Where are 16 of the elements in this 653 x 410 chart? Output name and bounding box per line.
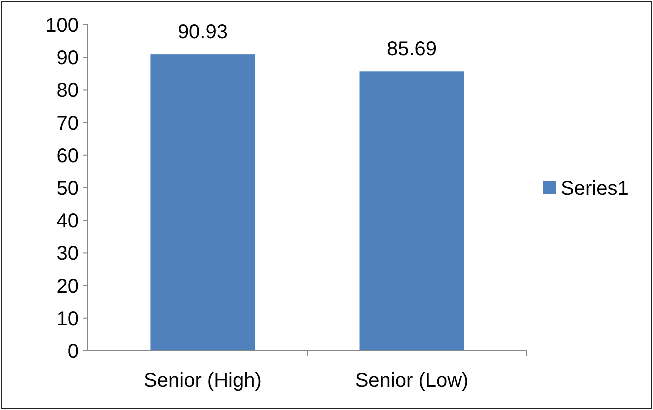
y-tick-label: 20: [56, 276, 79, 298]
x-tick-label: Senior (High): [144, 370, 262, 392]
y-tick-label: 80: [56, 80, 79, 102]
y-tick-label: 50: [56, 178, 79, 200]
y-tick-label: 10: [56, 308, 79, 330]
data-label: 90.93: [178, 22, 228, 44]
y-tick-label: 40: [56, 210, 79, 233]
x-tick-label: Senior (Low): [355, 370, 469, 392]
y-tick-label: 0: [68, 341, 79, 363]
data-label: 85.69: [386, 38, 438, 61]
y-tick-label: 100: [46, 15, 79, 37]
y-tick-label: 60: [56, 145, 79, 168]
y-tick-label: 30: [56, 243, 79, 266]
y-tick-label: 90: [56, 48, 79, 70]
y-tick-label: 70: [56, 112, 79, 135]
legend-label: Series1: [561, 178, 629, 200]
